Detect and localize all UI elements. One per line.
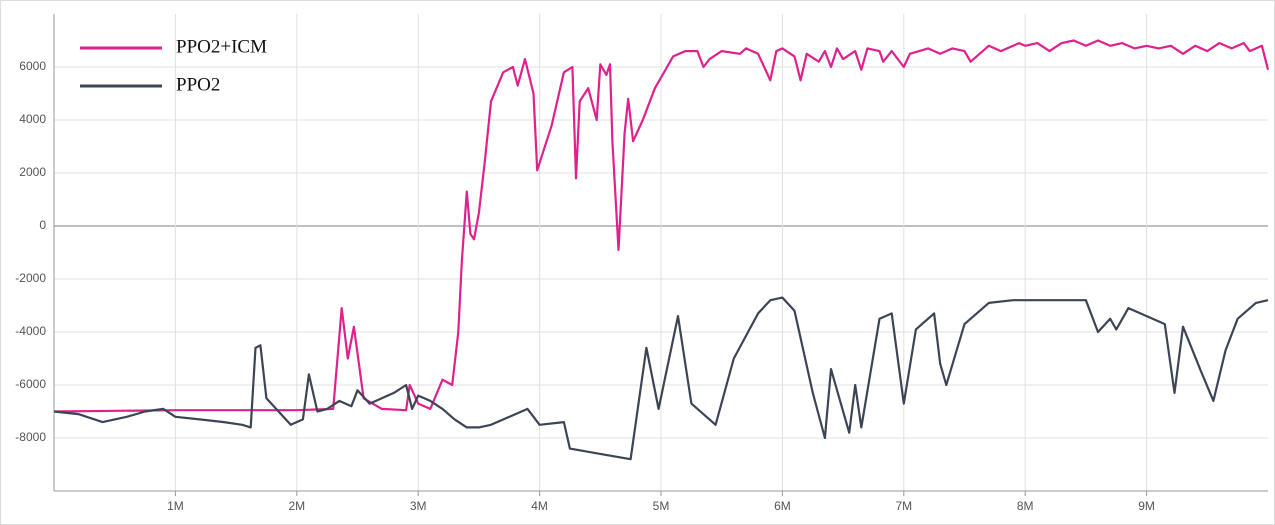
x-tick-label: 3M bbox=[410, 499, 427, 513]
y-tick-label: 4000 bbox=[19, 112, 46, 126]
y-tick-label: 0 bbox=[39, 218, 46, 232]
x-tick-label: 6M bbox=[774, 499, 791, 513]
x-tick-label: 4M bbox=[531, 499, 548, 513]
x-tick-label: 2M bbox=[288, 499, 305, 513]
legend-label: PPO2+ICM bbox=[176, 36, 267, 57]
x-tick-label: 5M bbox=[653, 499, 670, 513]
series-line bbox=[53, 39, 1270, 413]
y-tick-label: -4000 bbox=[15, 324, 46, 338]
x-tick-label: 7M bbox=[895, 499, 912, 513]
x-tick-label: 9M bbox=[1138, 499, 1155, 513]
x-tick-label: 8M bbox=[1017, 499, 1034, 513]
y-tick-label: -8000 bbox=[15, 430, 46, 444]
y-tick-label: 2000 bbox=[19, 165, 46, 179]
y-tick-label: 6000 bbox=[19, 59, 46, 73]
y-tick-label: -6000 bbox=[15, 377, 46, 391]
y-tick-label: -2000 bbox=[15, 271, 46, 285]
x-tick-label: 1M bbox=[167, 499, 184, 513]
series-line bbox=[53, 296, 1269, 461]
legend-label: PPO2 bbox=[176, 74, 220, 95]
